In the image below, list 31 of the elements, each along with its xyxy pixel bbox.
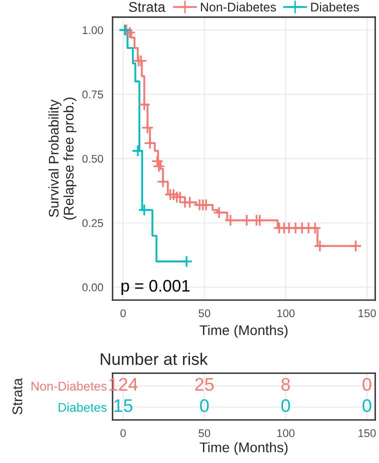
x-tick-label: 150: [358, 309, 376, 318]
data-label: 15: [114, 399, 132, 412]
x-tick-label: 100: [277, 429, 294, 438]
data-label: 0: [362, 378, 372, 391]
legend-label: Non-Diabetes: [200, 2, 276, 12]
data-label: 0: [200, 399, 209, 412]
data-label: 8: [281, 378, 290, 391]
y-tick-label: 0.50: [82, 154, 104, 163]
x-tick-label: 0: [120, 309, 126, 318]
y-tick-label: 0.00: [82, 283, 104, 292]
x-axis-title: Time (Months): [200, 442, 288, 456]
x-tick-label: 0: [120, 429, 126, 438]
chart-title: Number at risk: [100, 352, 208, 366]
x-tick-label: 50: [198, 309, 210, 318]
y-tick-label: 1.00: [82, 26, 104, 34]
x-tick-label: 100: [277, 309, 295, 318]
data-label: 0: [362, 399, 372, 412]
y-axis-title: Survival Probability (Relapse free prob.): [48, 98, 76, 220]
y-tick-label: 0.75: [82, 90, 104, 98]
x-tick-label: 50: [198, 429, 210, 438]
x-axis-title: Time (Months): [200, 324, 288, 338]
y-tick-label: Diabetes: [58, 402, 107, 412]
x-tick-label: 150: [358, 429, 376, 438]
legend-label: Diabetes: [311, 2, 360, 12]
legend-title: Strata: [128, 2, 166, 12]
y-tick-label: 0.25: [82, 219, 104, 228]
y-axis-title: Strata: [12, 378, 22, 414]
y-tick-label: Non-Diabetes: [32, 381, 107, 391]
data-label: 0: [281, 399, 290, 412]
data-label: 25: [195, 378, 214, 391]
annotation: p = 0.001: [122, 280, 190, 295]
